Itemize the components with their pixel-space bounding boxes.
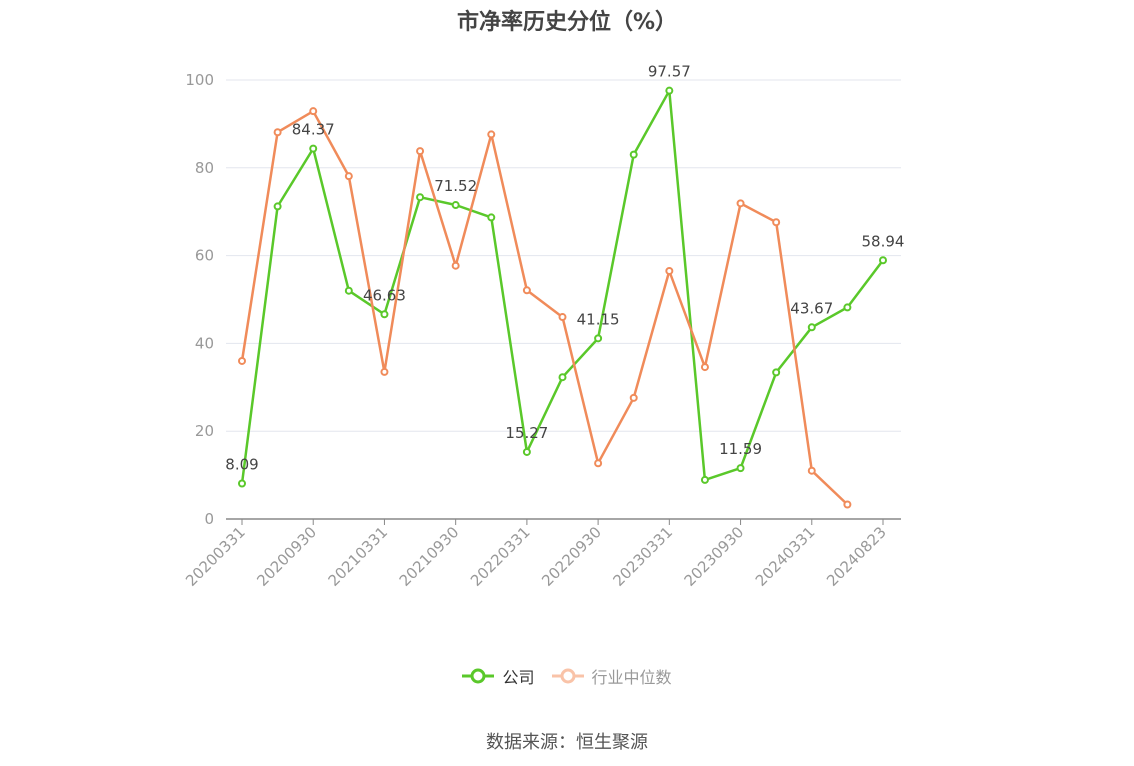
x-tick-label: 20220331 (467, 523, 534, 590)
data-point (558, 313, 567, 322)
data-point (273, 128, 282, 137)
data-point (451, 261, 460, 270)
series-line-0 (240, 89, 884, 484)
data-point (309, 144, 318, 153)
data-point (416, 147, 425, 156)
data-point (843, 500, 852, 509)
y-tick-label: 0 (204, 510, 214, 528)
data-point (522, 447, 531, 456)
data-label: 8.09 (225, 455, 258, 473)
data-point (736, 199, 745, 208)
data-point (736, 464, 745, 473)
data-label: 84.37 (292, 121, 335, 139)
x-tick-label: 20230331 (609, 523, 676, 590)
data-label: 97.57 (648, 63, 691, 81)
x-tick-label: 20200930 (253, 523, 320, 590)
x-tick-label: 20230930 (681, 523, 748, 590)
data-point (879, 256, 887, 265)
legend: 公司 行业中位数 (0, 664, 1134, 688)
x-tick-label: 20210930 (396, 523, 463, 590)
y-tick-label: 60 (195, 247, 214, 265)
data-label: 41.15 (577, 310, 620, 328)
series-line-1 (240, 109, 849, 506)
data-point (487, 213, 496, 222)
x-tick-label: 20210331 (325, 523, 392, 590)
data-point (380, 367, 389, 376)
legend-label-industry-median: 行业中位数 (591, 668, 672, 687)
data-point (451, 201, 460, 210)
x-tick-label: 20240823 (823, 523, 890, 590)
x-tick-label: 20200331 (182, 523, 249, 590)
data-labels: 8.09 84.37 46.63 71.52 15.27 41.15 97.57 11.59 4… (225, 63, 904, 474)
data-label: 71.52 (434, 177, 477, 195)
y-tick-label: 40 (195, 334, 214, 352)
data-point (273, 202, 282, 211)
source-note: 数据来源：恒生聚源 (486, 732, 648, 753)
data-point (807, 466, 816, 475)
axes: 0 20 40 60 80 100 20200331 20200930 20210331 2021… (182, 71, 901, 590)
legend-label-company: 公司 (502, 668, 535, 687)
data-point (700, 363, 709, 372)
data-point (594, 459, 603, 468)
data-point (629, 150, 638, 159)
data-label: 43.67 (790, 299, 833, 317)
grid-lines (226, 79, 901, 432)
y-tick-label: 80 (195, 159, 214, 177)
data-label: 15.27 (505, 424, 548, 442)
data-point (807, 323, 816, 332)
chart-title: 市净率历史分位（%） (456, 10, 678, 35)
data-point (700, 475, 709, 484)
data-point (238, 479, 246, 488)
data-point (772, 218, 781, 227)
data-point (487, 130, 496, 139)
data-point (629, 393, 638, 402)
data-point (558, 373, 567, 382)
data-point (238, 356, 246, 365)
legend-line-marker-icon (551, 668, 584, 684)
y-tick-label: 100 (185, 71, 214, 89)
data-point (416, 193, 425, 202)
data-point (344, 286, 353, 295)
data-point (772, 368, 781, 377)
data-point (522, 286, 531, 295)
data-point (843, 303, 852, 312)
data-label: 11.59 (719, 440, 762, 458)
data-point (309, 107, 318, 116)
legend-item-industry-median[interactable]: 行业中位数 (551, 664, 672, 688)
x-tick-label: 20220930 (538, 523, 605, 590)
data-point (380, 310, 389, 319)
data-point (594, 334, 603, 343)
data-point (344, 172, 353, 181)
x-tick-label: 20240331 (752, 523, 819, 590)
data-point (665, 266, 674, 275)
data-label: 46.63 (363, 286, 406, 304)
data-point (665, 86, 674, 95)
legend-item-company[interactable]: 公司 (462, 664, 534, 688)
legend-line-marker-icon (462, 668, 495, 684)
y-tick-label: 20 (195, 422, 214, 440)
series-lines (238, 86, 887, 509)
data-label: 58.94 (862, 232, 905, 250)
